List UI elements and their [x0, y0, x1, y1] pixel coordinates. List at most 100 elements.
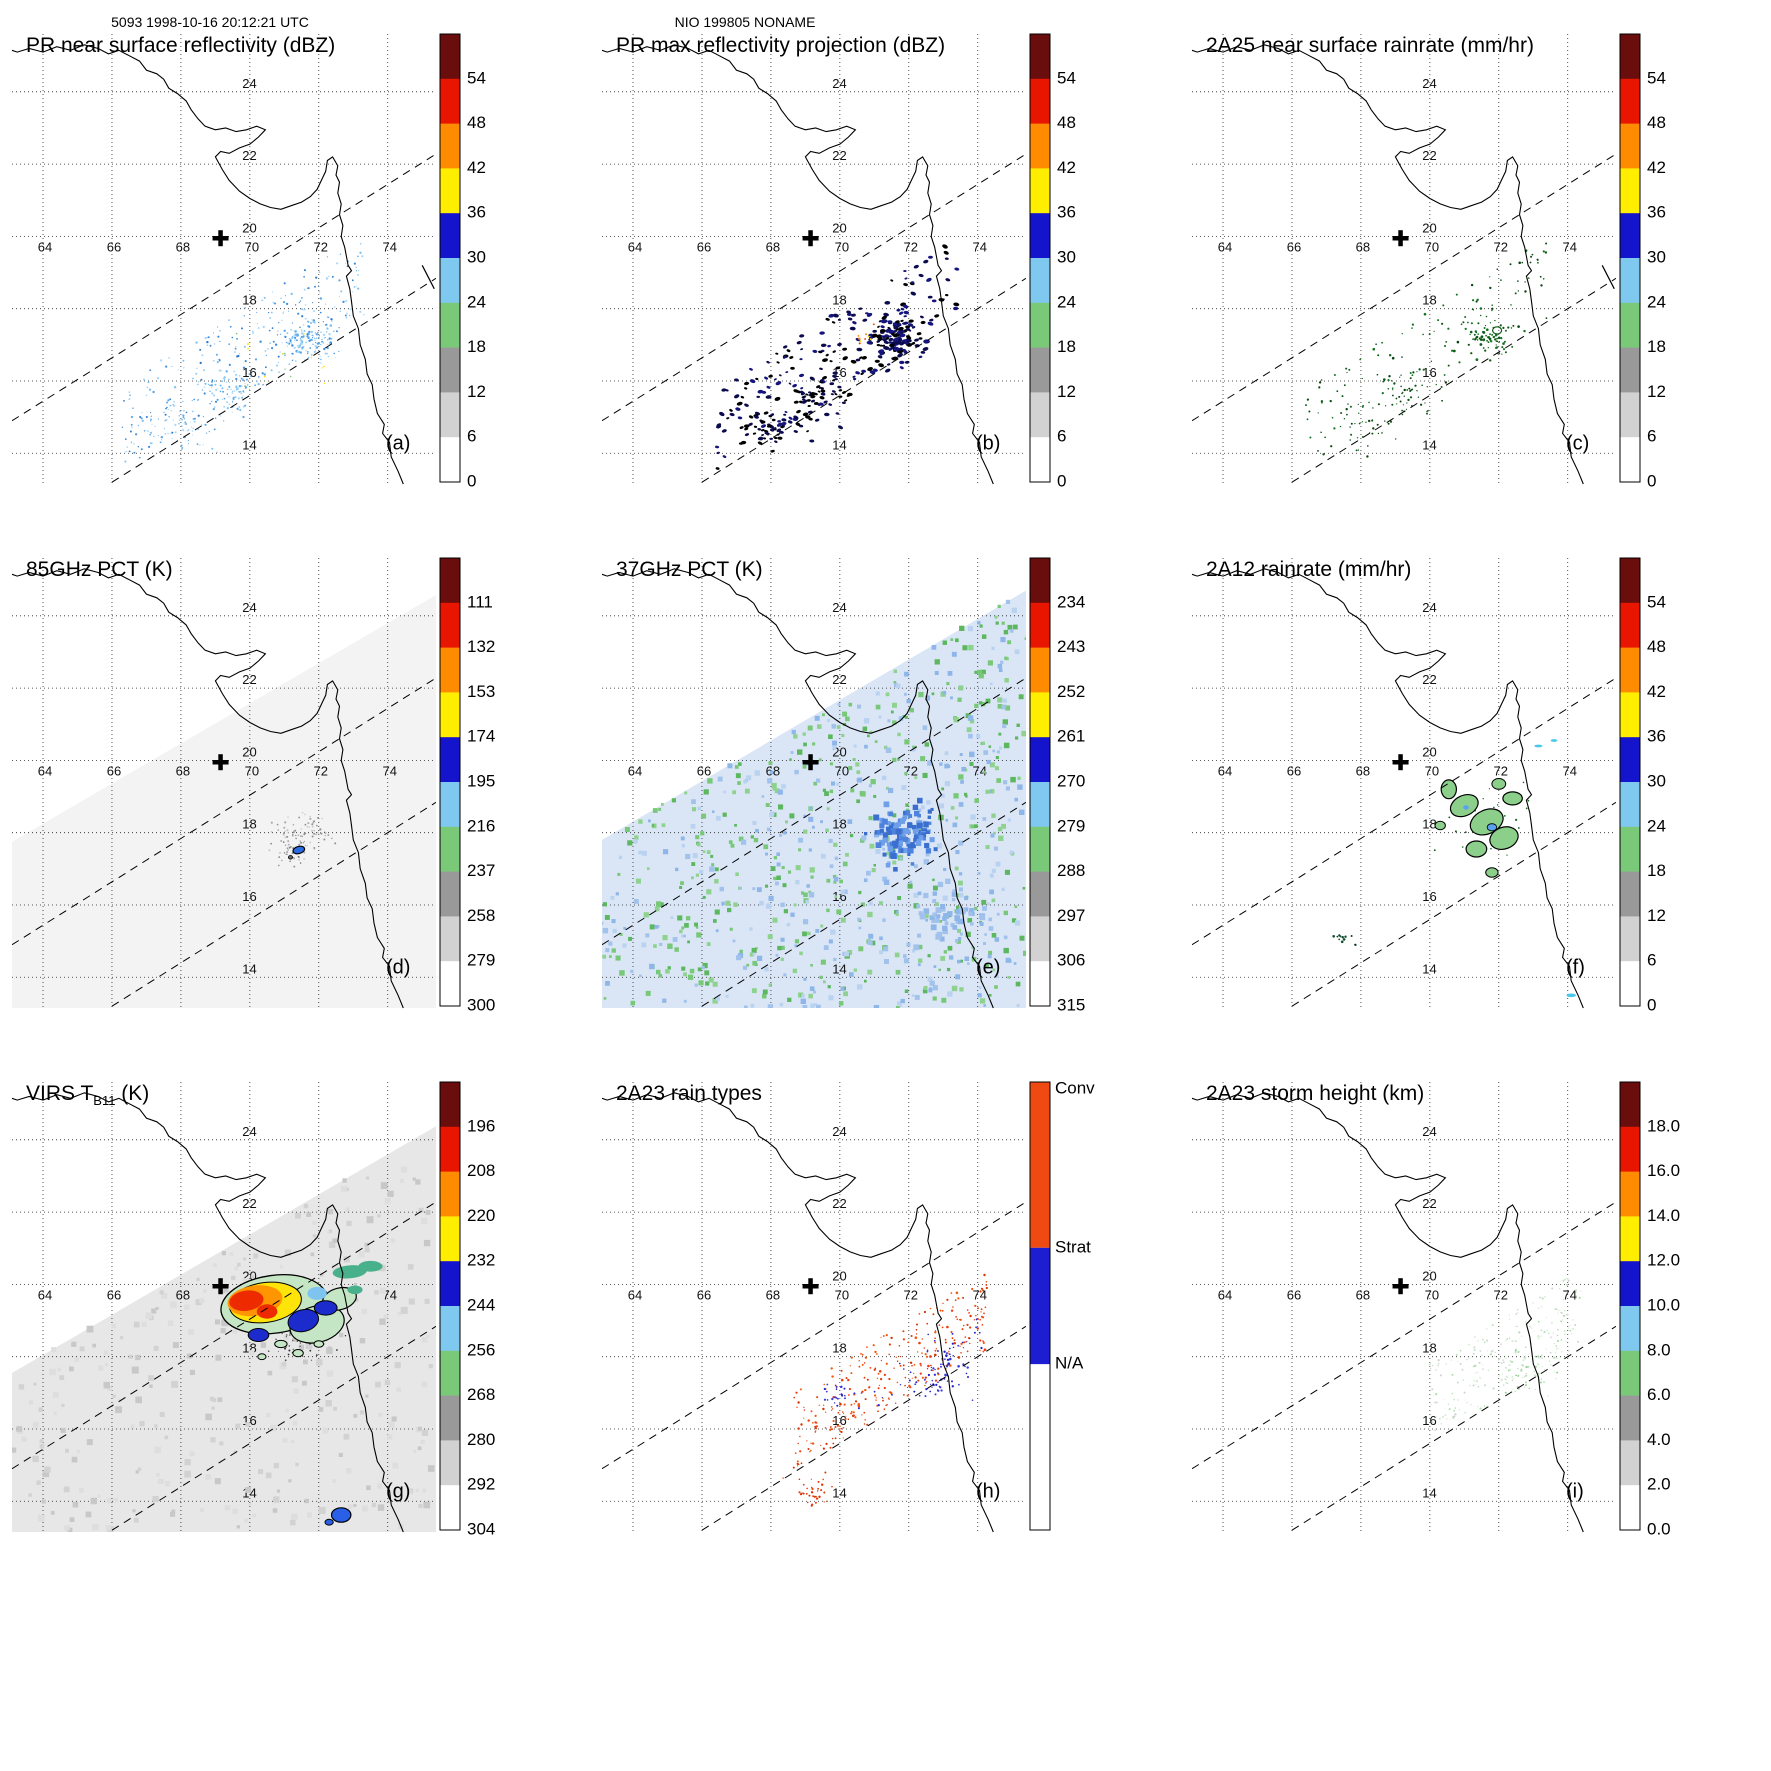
colorbar-segment: [1620, 782, 1640, 828]
lat-tick-label: 18: [832, 1341, 846, 1356]
colorbar-tick-label: 48: [1647, 637, 1666, 656]
lat-tick-label: 24: [1422, 600, 1436, 615]
lat-tick-label: 18: [832, 293, 846, 308]
gridlines: 64 66 68 70 72 74 14 16 18 20 22 24: [12, 34, 436, 484]
colorbar-segment: [1620, 437, 1640, 483]
colorbar-tick-label: 36: [1647, 727, 1666, 746]
colorbar-tick-label: 304: [467, 1519, 495, 1538]
colorbar-tick-label: 12: [1647, 382, 1666, 401]
colorbar-segment: [1030, 692, 1050, 738]
data-blob: [247, 1328, 270, 1342]
colorbar-segment: [440, 302, 460, 349]
panel-h: 64 66 68 70 72 74 14 16 18 20 22 24 (h) 2A23 rain typ…: [601, 1078, 1095, 1533]
lon-tick-label: 64: [628, 239, 642, 254]
colorbar-segment: [440, 437, 460, 483]
data-blob: [1550, 739, 1558, 742]
data-blob: [313, 1340, 325, 1348]
lon-tick-label: 74: [383, 763, 397, 778]
lon-tick-label: 64: [628, 763, 642, 778]
speckle-layer: [268, 812, 337, 868]
lon-tick-label: 70: [835, 763, 849, 778]
colorbar-tick-label: 6: [1057, 427, 1066, 446]
lat-tick-label: 18: [1422, 817, 1436, 832]
lat-tick-label: 16: [832, 1413, 846, 1428]
lon-tick-label: 74: [973, 239, 987, 254]
colorbar-tick-label: 280: [467, 1430, 495, 1449]
lon-tick-label: 74: [1563, 1287, 1577, 1302]
lat-tick-label: 22: [832, 148, 846, 163]
colorbar-segment: [440, 916, 460, 962]
colorbar-segment: [440, 123, 460, 169]
lon-tick-label: 70: [1425, 763, 1439, 778]
panel-title: 2A12 rainrate (mm/hr): [1206, 558, 1411, 581]
colorbar-segment: [440, 78, 460, 125]
colorbar-segment: [1030, 123, 1050, 169]
colorbar-tick-label: 30: [1647, 771, 1666, 790]
colorbar-tick-label: 153: [467, 682, 495, 701]
storm-center-marker: [802, 1278, 819, 1295]
colorbar-tick-label: 216: [467, 816, 495, 835]
colorbar-segment: [440, 602, 460, 649]
colorbar-segment: [1620, 1485, 1640, 1531]
data-layer: [602, 590, 1026, 1008]
colorbar-segment: [1620, 34, 1640, 80]
colorbar-tick-label: 36: [467, 203, 486, 222]
coastline: [601, 1092, 994, 1533]
coastline: [1191, 1092, 1584, 1533]
lat-tick-label: 18: [1422, 293, 1436, 308]
swath-fill: [602, 590, 1026, 1008]
lat-tick-label: 18: [242, 817, 256, 832]
orbit-datetime-header: 5093 1998-10-16 20:12:21 UTC: [111, 14, 309, 30]
coastline: [601, 44, 994, 485]
lon-tick-label: 70: [835, 1287, 849, 1302]
coastline: [11, 568, 404, 1009]
lon-tick-label: 74: [1563, 239, 1577, 254]
colorbar-tick-label: 14.0: [1647, 1206, 1680, 1225]
colorbar-tick-label: 297: [1057, 906, 1085, 925]
colorbar-tick-label: 8.0: [1647, 1340, 1671, 1359]
data-blob: [1434, 820, 1446, 831]
colorbar-segment: [1620, 1171, 1640, 1217]
data-blob: [1489, 826, 1519, 850]
colorbar-tick-label: 132: [467, 637, 495, 656]
speckle-layer: [12, 1166, 435, 1532]
colorbar-segment: [440, 782, 460, 828]
data-blob: [1491, 778, 1507, 790]
lon-tick-label: 66: [1287, 763, 1301, 778]
colorbar-tick-label: 6: [467, 427, 476, 446]
colorbar-tick-label: 24: [467, 292, 486, 311]
data-blob: [1465, 840, 1488, 858]
colorbar-tick-label: 48: [1057, 113, 1076, 132]
lat-tick-label: 24: [832, 600, 846, 615]
coastline: [601, 568, 994, 1009]
storm-center-marker: [212, 1278, 229, 1295]
gridlines: 64 66 68 70 72 74 14 16 18 20 22 24: [1192, 34, 1616, 484]
lat-tick-label: 14: [832, 961, 846, 976]
lat-tick-label: 22: [832, 1196, 846, 1211]
colorbar-tick-label: 258: [467, 906, 495, 925]
storm-id-header: NIO 199805 NONAME: [674, 14, 816, 30]
lat-tick-label: 22: [832, 672, 846, 687]
storm-center-marker: [1392, 1278, 1409, 1295]
lat-tick-label: 18: [242, 293, 256, 308]
colorbar-tick-label: 12: [1057, 382, 1076, 401]
colorbar-tick-label: 237: [467, 861, 495, 880]
lon-tick-label: 66: [697, 239, 711, 254]
lat-tick-label: 24: [832, 76, 846, 91]
lat-tick-label: 14: [832, 437, 846, 452]
data-blob: [1502, 791, 1523, 806]
colorbar-segment: [1620, 692, 1640, 738]
colorbar-tick-label: 111: [467, 592, 493, 611]
lon-tick-label: 66: [697, 1287, 711, 1302]
colorbar-tick-label: 12.0: [1647, 1251, 1680, 1270]
lon-tick-label: 70: [1425, 239, 1439, 254]
colorbar-segment: [440, 258, 460, 304]
colorbar-segment: [1030, 213, 1050, 259]
data-blob: [292, 1349, 304, 1358]
colorbar-tick-label: 36: [1057, 203, 1076, 222]
colorbar-segment: [1620, 1395, 1640, 1441]
lat-tick-label: 20: [832, 1268, 846, 1283]
colorbar-tick-label: 4.0: [1647, 1430, 1671, 1449]
